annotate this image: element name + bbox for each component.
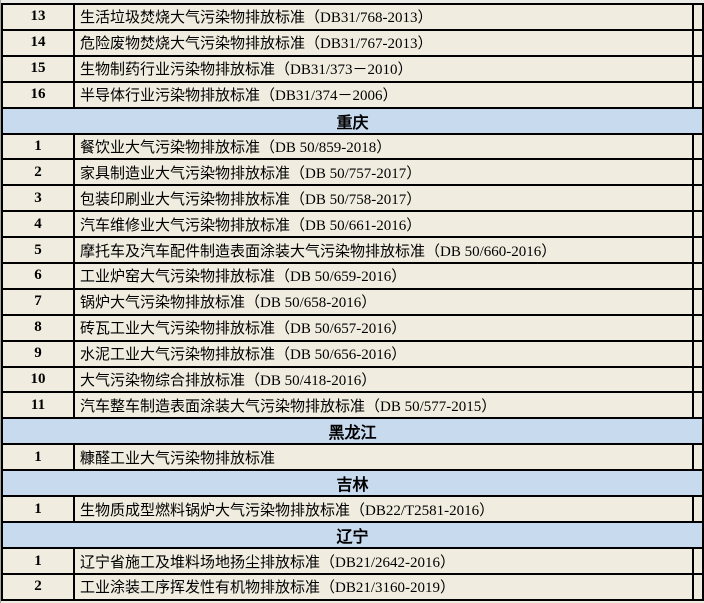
standard-row: 7 锅炉大气污染物排放标准（DB 50/658-2016） <box>1 287 704 316</box>
cutoff-edge-cell <box>692 28 704 57</box>
row-number-cell: 14 <box>1 28 75 57</box>
section-header-region: 黑龙江 <box>1 417 704 446</box>
standard-row: 2 家具制造业大气污染物排放标准（DB 50/757-2017） <box>1 158 704 187</box>
section-header-region: 重庆 <box>1 106 704 135</box>
standard-title-cell: 生活垃圾焚烧大气污染物排放标准（DB31/768-2013） <box>73 3 694 31</box>
standard-title-cell: 砖瓦工业大气污染物排放标准（DB 50/657-2016） <box>73 313 694 342</box>
standard-row: 3 包装印刷业大气污染物排放标准（DB 50/758-2017） <box>1 184 704 213</box>
section-header-row: 辽宁 <box>1 521 704 550</box>
row-number-cell: 13 <box>1 3 75 31</box>
standard-row: 16 半导体行业污染物排放标准（DB31/374－2006） <box>1 80 704 109</box>
cutoff-edge-cell <box>692 287 704 316</box>
standard-row: 2 工业涂装工序挥发性有机物排放标准（DB21/3160-2019） <box>1 573 704 601</box>
row-number-cell: 8 <box>1 313 75 342</box>
standard-title-cell: 生物制药行业污染物排放标准（DB31/373－2010） <box>73 54 694 83</box>
top-edge-strip <box>0 0 704 3</box>
standard-title-cell: 工业炉窑大气污染物排放标准（DB 50/659-2016） <box>73 262 694 290</box>
row-number-cell: 11 <box>1 391 75 420</box>
row-number-cell: 7 <box>1 287 75 316</box>
row-number-cell: 2 <box>1 573 75 601</box>
section-header-row: 黑龙江 <box>1 417 704 446</box>
cutoff-edge-cell <box>692 495 704 524</box>
standard-title-cell: 锅炉大气污染物排放标准（DB 50/658-2016） <box>73 287 694 316</box>
row-number-cell: 3 <box>1 184 75 213</box>
standard-row: 1 辽宁省施工及堆料场地扬尘排放标准（DB21/2642-2016） <box>1 547 704 576</box>
standard-title-cell: 汽车维修业大气污染物排放标准（DB 50/661-2016） <box>73 210 694 239</box>
cutoff-edge-cell <box>692 365 704 394</box>
standard-title-cell: 大气污染物综合排放标准（DB 50/418-2016） <box>73 365 694 394</box>
section-header-row: 重庆 <box>1 106 704 135</box>
standard-title-cell: 汽车整车制造表面涂装大气污染物排放标准（DB 50/577-2015） <box>73 391 694 420</box>
standard-title-cell: 包装印刷业大气污染物排放标准（DB 50/758-2017） <box>73 184 694 213</box>
standard-title-cell: 工业涂装工序挥发性有机物排放标准（DB21/3160-2019） <box>73 573 694 601</box>
standard-row: 14 危险废物焚烧大气污染物排放标准（DB31/767-2013） <box>1 28 704 57</box>
section-header-region: 吉林 <box>1 469 704 498</box>
left-edge-line <box>0 0 1 603</box>
cutoff-edge-cell <box>692 236 704 265</box>
cutoff-edge-cell <box>692 210 704 239</box>
cutoff-edge-cell <box>692 184 704 213</box>
standard-title-cell: 生物质成型燃料锅炉大气污染物排放标准（DB22/T2581-2016） <box>73 495 694 524</box>
standard-row: 15 生物制药行业污染物排放标准（DB31/373－2010） <box>1 54 704 83</box>
standard-title-cell: 危险废物焚烧大气污染物排放标准（DB31/767-2013） <box>73 28 694 57</box>
standard-title-cell: 摩托车及汽车配件制造表面涂装大气污染物排放标准（DB 50/660-2016） <box>73 236 694 265</box>
standard-row: 11 汽车整车制造表面涂装大气污染物排放标准（DB 50/577-2015） <box>1 391 704 420</box>
standard-title-cell: 半导体行业污染物排放标准（DB31/374－2006） <box>73 80 694 109</box>
row-number-cell: 16 <box>1 80 75 109</box>
row-number-cell: 15 <box>1 54 75 83</box>
standard-row: 1 糠醛工业大气污染物排放标准 <box>1 443 704 472</box>
cutoff-edge-cell <box>692 132 704 161</box>
cutoff-edge-cell <box>692 339 704 368</box>
cutoff-edge-cell <box>692 573 704 601</box>
row-number-cell: 1 <box>1 443 75 472</box>
row-number-cell: 5 <box>1 236 75 265</box>
emission-standards-table: 13 生活垃圾焚烧大气污染物排放标准（DB31/768-2013） 14 危险废物焚烧… <box>1 3 704 601</box>
cutoff-edge-cell <box>692 443 704 472</box>
standard-row: 5 摩托车及汽车配件制造表面涂装大气污染物排放标准（DB 50/660-2016） <box>1 236 704 265</box>
cutoff-edge-cell <box>692 547 704 576</box>
standard-row: 6 工业炉窑大气污染物排放标准（DB 50/659-2016） <box>1 262 704 290</box>
section-header-row: 吉林 <box>1 469 704 498</box>
standard-title-cell: 糠醛工业大气污染物排放标准 <box>73 443 694 472</box>
standard-row: 4 汽车维修业大气污染物排放标准（DB 50/661-2016） <box>1 210 704 239</box>
standard-row: 8 砖瓦工业大气污染物排放标准（DB 50/657-2016） <box>1 313 704 342</box>
standard-title-cell: 辽宁省施工及堆料场地扬尘排放标准（DB21/2642-2016） <box>73 547 694 576</box>
cutoff-edge-cell <box>692 262 704 290</box>
standard-row: 10 大气污染物综合排放标准（DB 50/418-2016） <box>1 365 704 394</box>
cutoff-edge-cell <box>692 80 704 109</box>
standard-row: 1 生物质成型燃料锅炉大气污染物排放标准（DB22/T2581-2016） <box>1 495 704 524</box>
row-number-cell: 1 <box>1 547 75 576</box>
standard-row: 1 餐饮业大气污染物排放标准（DB 50/859-2018） <box>1 132 704 161</box>
cutoff-edge-cell <box>692 3 704 31</box>
row-number-cell: 9 <box>1 339 75 368</box>
cutoff-edge-cell <box>692 54 704 83</box>
standard-title-cell: 水泥工业大气污染物排放标准（DB 50/656-2016） <box>73 339 694 368</box>
standards-table-body: 13 生活垃圾焚烧大气污染物排放标准（DB31/768-2013） 14 危险废物焚烧… <box>1 3 704 601</box>
cutoff-edge-cell <box>692 391 704 420</box>
standard-title-cell: 餐饮业大气污染物排放标准（DB 50/859-2018） <box>73 132 694 161</box>
cutoff-edge-cell <box>692 158 704 187</box>
row-number-cell: 2 <box>1 158 75 187</box>
standard-row: 9 水泥工业大气污染物排放标准（DB 50/656-2016） <box>1 339 704 368</box>
standard-row: 13 生活垃圾焚烧大气污染物排放标准（DB31/768-2013） <box>1 3 704 31</box>
section-header-region: 辽宁 <box>1 521 704 550</box>
row-number-cell: 6 <box>1 262 75 290</box>
row-number-cell: 1 <box>1 495 75 524</box>
row-number-cell: 1 <box>1 132 75 161</box>
standard-title-cell: 家具制造业大气污染物排放标准（DB 50/757-2017） <box>73 158 694 187</box>
row-number-cell: 4 <box>1 210 75 239</box>
cutoff-edge-cell <box>692 313 704 342</box>
row-number-cell: 10 <box>1 365 75 394</box>
